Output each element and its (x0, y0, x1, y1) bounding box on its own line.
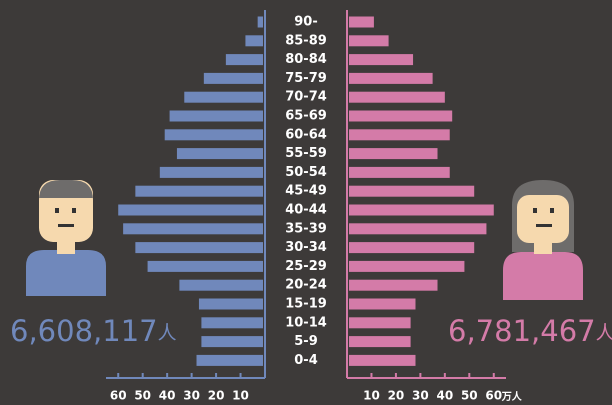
male-bar (225, 54, 263, 66)
male-bar (176, 148, 263, 160)
age-label: 0-4 (294, 353, 318, 368)
male-bar (147, 260, 263, 272)
right-tick-label: 50 (461, 389, 478, 403)
female-bar (349, 298, 416, 310)
male-bar (135, 185, 263, 197)
female-bar (349, 16, 374, 28)
female-bar (349, 336, 411, 348)
age-label: 80-84 (285, 52, 327, 67)
left-tick-label: 20 (208, 389, 225, 403)
right-tick-label: 60 (485, 389, 502, 403)
age-label: 55-59 (285, 146, 327, 161)
age-label: 20-24 (285, 278, 327, 293)
age-label: 15-19 (285, 297, 327, 312)
female-bar (349, 185, 475, 197)
female-bar (349, 223, 487, 235)
male-bar (184, 91, 263, 103)
male-bar (201, 336, 263, 348)
age-label: 50-54 (285, 165, 327, 180)
female-bar (349, 54, 414, 66)
male-bar (169, 110, 263, 122)
female-bar (349, 129, 450, 141)
female-bar (349, 91, 445, 103)
age-label: 25-29 (285, 259, 327, 274)
female-total: 6,781,467人 (448, 314, 612, 348)
left-tick-label: 40 (159, 389, 176, 403)
male-bar (198, 298, 263, 310)
male-bar (201, 317, 263, 329)
age-label: 45-49 (285, 184, 327, 199)
age-label: 60-64 (285, 127, 327, 142)
male-icon (26, 180, 106, 296)
female-icon (503, 180, 583, 300)
male-bar (123, 223, 263, 235)
left-tick-label: 10 (232, 389, 249, 403)
age-label: 75-79 (285, 71, 327, 86)
female-bar (349, 72, 433, 84)
right-tick-label: 10 (363, 389, 380, 403)
left-tick-label: 30 (183, 389, 200, 403)
age-label: 10-14 (285, 315, 327, 330)
female-bar (349, 317, 411, 329)
right-tick-label: 20 (388, 389, 405, 403)
female-total-value: 6,781,467 (448, 314, 596, 348)
age-label: 35-39 (285, 221, 327, 236)
female-bar (349, 110, 453, 122)
age-label: 65-69 (285, 109, 327, 124)
male-bar (203, 72, 263, 84)
left-tick-label: 50 (134, 389, 151, 403)
female-bar (349, 260, 465, 272)
x-unit: 万人 (501, 390, 523, 403)
right-tick-label: 40 (436, 389, 453, 403)
male-bar (196, 354, 263, 366)
male-total-unit: 人 (158, 322, 177, 344)
right-tick-label: 30 (412, 389, 429, 403)
female-bar (349, 35, 389, 47)
female-bar (349, 166, 450, 178)
age-label: 70-74 (285, 90, 327, 105)
age-label: 85-89 (285, 33, 327, 48)
age-label: 5-9 (294, 334, 318, 349)
male-total-value: 6,608,117 (10, 314, 158, 348)
age-label: 30-34 (285, 240, 327, 255)
female-total-unit: 人 (596, 322, 612, 344)
male-bar (159, 166, 263, 178)
female-bar (349, 279, 438, 291)
male-bar (135, 242, 263, 254)
age-label: 40-44 (285, 203, 327, 218)
female-bar (349, 354, 416, 366)
male-bar (118, 204, 263, 216)
female-bar (349, 204, 494, 216)
male-total: 6,608,117人 (10, 314, 177, 348)
female-bar (349, 242, 475, 254)
left-tick-label: 60 (110, 389, 127, 403)
male-bar (179, 279, 263, 291)
male-bar (257, 16, 263, 28)
male-bar (164, 129, 263, 141)
age-label: 90- (294, 15, 318, 30)
male-bar (245, 35, 263, 47)
female-bar (349, 148, 438, 160)
